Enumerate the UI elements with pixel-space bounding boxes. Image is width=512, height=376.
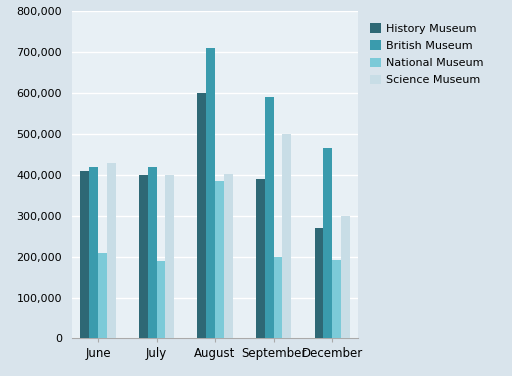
Bar bbox=[273, 256, 282, 338]
Bar bbox=[323, 148, 332, 338]
Bar bbox=[215, 181, 224, 338]
Legend: History Museum, British Museum, National Museum, Science Museum: History Museum, British Museum, National… bbox=[370, 23, 484, 85]
Bar bbox=[157, 261, 165, 338]
Bar bbox=[282, 134, 291, 338]
Bar bbox=[256, 179, 265, 338]
Bar bbox=[265, 97, 273, 338]
Bar bbox=[206, 48, 215, 338]
Bar bbox=[165, 175, 174, 338]
Bar bbox=[198, 93, 206, 338]
Bar bbox=[80, 171, 89, 338]
Bar bbox=[314, 228, 323, 338]
Bar bbox=[332, 260, 341, 338]
Bar bbox=[341, 216, 350, 338]
Bar bbox=[224, 174, 232, 338]
Bar bbox=[107, 162, 116, 338]
Bar bbox=[89, 167, 98, 338]
Bar bbox=[139, 175, 148, 338]
Bar bbox=[148, 167, 157, 338]
Bar bbox=[98, 253, 107, 338]
